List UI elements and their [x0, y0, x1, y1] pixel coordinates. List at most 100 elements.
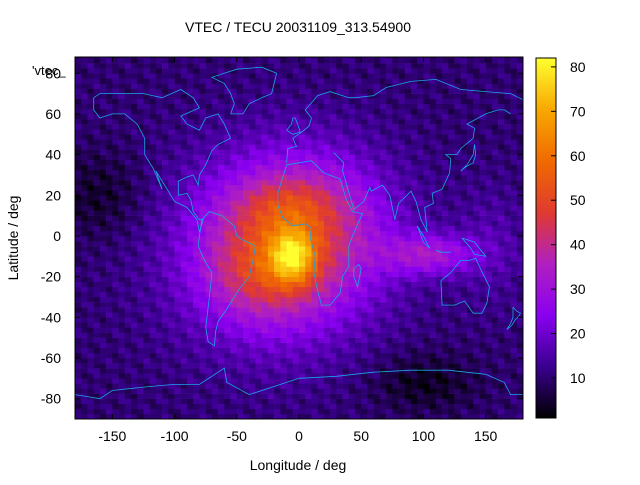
heatmap-cell	[149, 352, 157, 359]
heatmap-cell	[81, 408, 88, 415]
heatmap-cell	[274, 225, 281, 232]
heatmap-cell	[498, 368, 505, 374]
heatmap-cell	[348, 357, 356, 364]
heatmap-cell	[174, 235, 182, 242]
heatmap-cell	[143, 342, 150, 349]
heatmap-cell	[311, 291, 318, 298]
heatmap-cell	[404, 363, 412, 369]
heatmap-cell	[398, 180, 406, 186]
heatmap-cell	[485, 235, 493, 242]
heatmap-cell	[149, 276, 157, 283]
heatmap-cell	[162, 327, 169, 333]
heatmap-cell	[249, 352, 256, 359]
heatmap-cell	[417, 139, 424, 145]
heatmap-cell	[510, 73, 518, 79]
heatmap-cell	[473, 286, 480, 293]
heatmap-cell	[317, 276, 325, 283]
heatmap-cell	[379, 291, 387, 298]
heatmap-cell	[280, 327, 287, 333]
heatmap-cell	[442, 296, 449, 303]
heatmap-cell	[199, 302, 206, 308]
heatmap-cell	[75, 88, 82, 94]
heatmap-cell	[305, 403, 312, 410]
heatmap-cell	[299, 327, 306, 333]
heatmap-cell	[491, 241, 499, 247]
heatmap-cell	[454, 139, 462, 145]
heatmap-cell	[330, 108, 337, 115]
heatmap-cell	[106, 332, 113, 338]
heatmap-cell	[367, 347, 374, 354]
heatmap-cell	[193, 190, 200, 196]
heatmap-cell	[361, 113, 368, 120]
heatmap-cell	[442, 230, 449, 237]
heatmap-cell	[479, 317, 486, 323]
heatmap-cell	[131, 164, 138, 171]
heatmap-cell	[467, 98, 474, 105]
heatmap-cell	[491, 286, 499, 293]
heatmap-cell	[137, 134, 144, 140]
heatmap-cell	[93, 312, 101, 318]
heatmap-cell	[330, 139, 337, 145]
heatmap-cell	[429, 378, 437, 384]
heatmap-cell	[286, 373, 294, 379]
heatmap-cell	[460, 149, 468, 155]
heatmap-cell	[261, 322, 269, 328]
heatmap-cell	[99, 108, 107, 115]
heatmap-cell	[392, 139, 399, 145]
heatmap-cell	[286, 291, 294, 298]
heatmap-cell	[367, 322, 374, 328]
heatmap-cell	[510, 363, 518, 369]
heatmap-cell	[473, 332, 480, 338]
heatmap-cell	[205, 276, 213, 283]
heatmap-cell	[448, 68, 455, 74]
heatmap-cell	[448, 312, 455, 318]
heatmap-cell	[93, 63, 101, 69]
heatmap-cell	[323, 108, 331, 115]
heatmap-cell	[249, 251, 256, 257]
heatmap-cell	[504, 352, 511, 359]
heatmap-cell	[299, 108, 306, 115]
heatmap-cell	[299, 357, 306, 364]
heatmap-cell	[485, 302, 493, 308]
heatmap-cell	[162, 235, 169, 242]
heatmap-cell	[491, 78, 499, 84]
heatmap-cell	[386, 98, 393, 105]
heatmap-cell	[230, 347, 238, 354]
heatmap-cell	[75, 68, 82, 74]
heatmap-cell	[75, 119, 82, 125]
heatmap-cell	[336, 200, 343, 206]
heatmap-cell	[386, 276, 393, 283]
heatmap-cell	[361, 190, 368, 196]
heatmap-cell	[423, 159, 430, 166]
heatmap-cell	[473, 195, 480, 201]
heatmap-cell	[112, 220, 119, 227]
heatmap-cell	[261, 225, 269, 232]
heatmap-cell	[479, 180, 486, 186]
heatmap-cell	[491, 124, 499, 130]
heatmap-cell	[199, 266, 206, 272]
heatmap-cell	[286, 88, 294, 94]
heatmap-cell	[180, 322, 188, 328]
heatmap-cell	[379, 403, 387, 410]
heatmap-cell	[75, 225, 82, 232]
heatmap-cell	[485, 195, 493, 201]
heatmap-cell	[87, 403, 94, 410]
heatmap-cell	[429, 78, 437, 84]
heatmap-cell	[404, 317, 412, 323]
heatmap-cell	[249, 88, 256, 94]
heatmap-cell	[180, 83, 188, 89]
heatmap-cell	[143, 241, 150, 247]
heatmap-cell	[373, 373, 381, 379]
heatmap-cell	[504, 337, 511, 344]
heatmap-cell	[162, 225, 169, 232]
heatmap-cell	[398, 296, 406, 303]
heatmap-cell	[211, 119, 219, 125]
heatmap-cell	[361, 256, 368, 262]
heatmap-cell	[473, 215, 480, 222]
heatmap-cell	[336, 88, 343, 94]
heatmap-cell	[118, 388, 126, 394]
heatmap-cell	[230, 398, 238, 405]
heatmap-cell	[230, 73, 238, 79]
heatmap-cell	[99, 235, 107, 242]
heatmap-cell	[230, 139, 238, 145]
